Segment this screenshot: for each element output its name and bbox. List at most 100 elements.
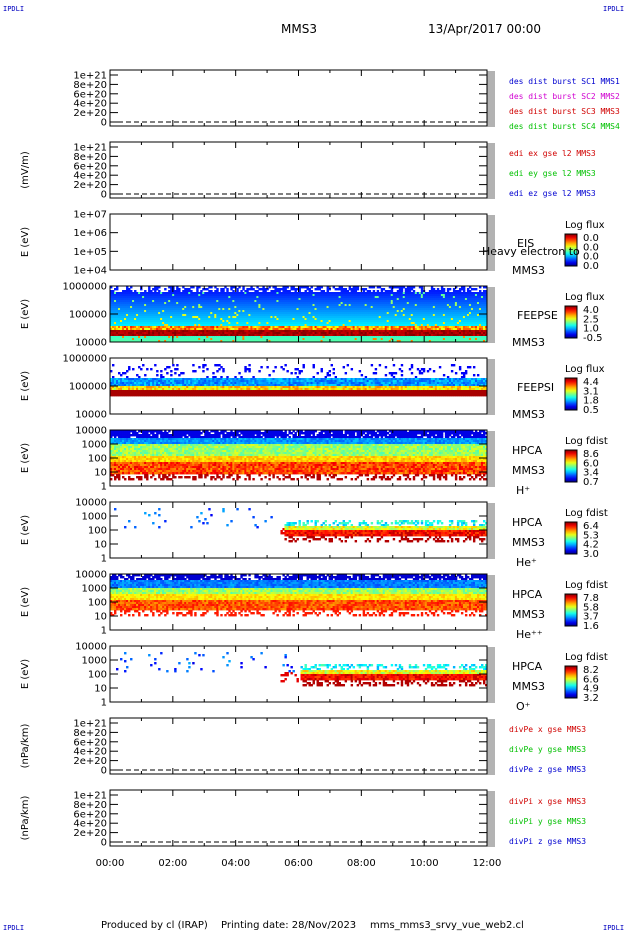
spectrogram-cell [154, 324, 157, 327]
spectrogram-cell [170, 296, 173, 299]
spectrogram-cell [184, 318, 187, 321]
spectrogram-cell [122, 296, 125, 299]
spectrogram-cell [120, 334, 123, 337]
spectrogram-cell [114, 292, 117, 295]
spectrogram-cell [166, 314, 169, 317]
spectrogram-cell [128, 290, 131, 293]
spectrogram-cell [170, 336, 173, 339]
spectrogram-cell [120, 340, 123, 343]
spectrogram-cell [180, 314, 183, 317]
y-tick-label: 1e+21 [73, 71, 107, 82]
spectrogram-cell [114, 316, 117, 319]
spectrogram-cell [180, 312, 183, 315]
spectrogram-cell [154, 304, 157, 307]
spectrogram-cell [148, 326, 151, 329]
spectrogram-cell [150, 300, 153, 303]
spectrogram-cell [126, 304, 129, 307]
spectrogram-cell [114, 296, 117, 299]
spectrogram-cell [142, 316, 145, 319]
colorbar-tick-label: 0.0 [583, 233, 599, 244]
spectrogram-cell [184, 322, 187, 325]
spectrogram-cell [160, 332, 163, 335]
spectrogram-cell [148, 288, 151, 291]
spectrogram-cell [146, 312, 149, 315]
spectrogram-cell [170, 320, 173, 323]
spectrogram-cell [166, 318, 169, 321]
spectrogram-cell [136, 338, 139, 341]
spectrogram-cell [162, 324, 165, 327]
spectrogram-cell [156, 300, 159, 303]
spectrogram-cell [142, 320, 145, 323]
spectrogram-cell [134, 336, 137, 339]
spectrogram-cell [178, 326, 181, 329]
spectrogram-cell [160, 316, 163, 319]
spectrogram-cell [162, 296, 165, 299]
spectrogram-cell [168, 326, 171, 329]
spectrogram-cell [174, 294, 177, 297]
spectrogram-cell [148, 298, 151, 301]
spectrogram-cell [126, 288, 129, 291]
spectrogram-cell [156, 326, 159, 329]
spectrogram-cell [120, 328, 123, 331]
spectrogram-cell [182, 310, 185, 313]
spectrogram-cell [114, 336, 117, 339]
spectrogram-cell [144, 330, 147, 333]
spectrogram-cell [136, 322, 139, 325]
spectrogram-cell [144, 326, 147, 329]
spectrogram-cell [118, 322, 121, 325]
spectrogram-cell [180, 296, 183, 299]
spectrogram-cell [122, 328, 125, 331]
spectrogram-cell [162, 306, 165, 309]
spectrogram-cell [110, 308, 113, 311]
spectrogram-cell [168, 310, 171, 313]
spectrogram-cell [112, 336, 115, 339]
spectrogram-cell [178, 312, 181, 315]
spectrogram-cell [110, 340, 113, 343]
spectrogram-cell [178, 306, 181, 309]
spectrogram-cell [148, 318, 151, 321]
spectrogram-cell [124, 316, 127, 319]
spectrogram-cell [188, 292, 191, 295]
spectrogram-cell [112, 306, 115, 309]
spectrogram-cell [168, 296, 171, 299]
spectrogram-cell [172, 296, 175, 299]
spectrogram-cell [182, 316, 185, 319]
spectrogram-cell [136, 296, 139, 299]
spectrogram-cell [180, 322, 183, 325]
spectrogram-cell [112, 328, 115, 331]
spectrogram-cell [172, 312, 175, 315]
spectrogram-cell [112, 330, 115, 333]
spectrogram-cell [120, 298, 123, 301]
y-tick-label: 0 [101, 190, 107, 201]
spectrogram-cell [146, 324, 149, 327]
spectrogram-cell [156, 286, 159, 289]
spectrogram-cell [130, 324, 133, 327]
spectrogram-cell [162, 292, 165, 295]
panel-bg [110, 70, 487, 126]
spectrogram-cell [112, 320, 115, 323]
spectrogram-cell [132, 322, 135, 325]
spectrogram-cell [120, 304, 123, 307]
spectrogram-cell [166, 316, 169, 319]
spectrogram-cell [110, 326, 113, 329]
spectrogram-cell [160, 330, 163, 333]
spectrogram-cell [122, 336, 125, 339]
spectrogram-cell [186, 314, 189, 317]
spectrogram-cell [170, 304, 173, 307]
spectrogram-cell [120, 300, 123, 303]
spectrogram-cell [112, 318, 115, 321]
spectrogram-cell [158, 340, 161, 343]
spectrogram-cell [146, 322, 149, 325]
spectrogram-cell [182, 298, 185, 301]
spectrogram-cell [160, 322, 163, 325]
spectrogram-cell [118, 304, 121, 307]
spectrogram-cell [142, 298, 145, 301]
spectrogram-cell [144, 338, 147, 341]
spectrogram-cell [156, 310, 159, 313]
spectrogram-cell [158, 290, 161, 293]
spectrogram-cell [146, 332, 149, 335]
spectrogram-cell [134, 334, 137, 337]
spectrogram-cell [174, 316, 177, 319]
y-tick-label: 0 [101, 118, 107, 129]
spectrogram-cell [172, 292, 175, 295]
